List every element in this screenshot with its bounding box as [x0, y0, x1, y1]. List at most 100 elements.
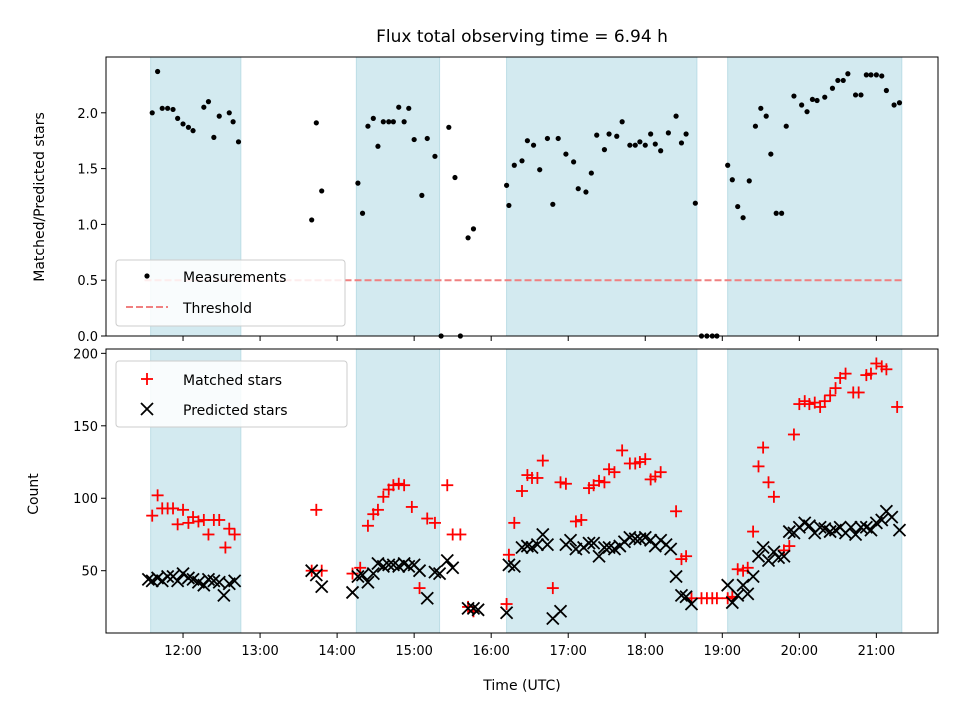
p1-y-axis-label: Matched/Predicted stars: [32, 112, 48, 282]
measurement-point: [365, 123, 371, 129]
predicted-stars-point: [756, 540, 770, 555]
p2-legend-label-matched: Matched stars: [183, 373, 282, 389]
p1-observing-window-2: [506, 56, 698, 337]
predicted-stars-point: [345, 585, 360, 600]
matched-stars-point: [536, 454, 549, 467]
predicted-stars-point: [721, 578, 735, 592]
predicted-stars-point: [885, 510, 899, 524]
matched-stars-point: [213, 513, 226, 526]
measurement-point: [155, 68, 161, 75]
matched-stars-point: [762, 476, 775, 489]
predicted-stars-point: [802, 519, 816, 533]
x-axis-label: Time (UTC): [482, 678, 560, 694]
p2-y-axis-label: Count: [26, 473, 42, 515]
measurement-point: [758, 105, 764, 111]
predicted-stars-point: [587, 536, 601, 550]
measurement-point: [822, 94, 828, 100]
measurement-point: [594, 132, 600, 138]
predicted-stars-point: [679, 590, 693, 604]
measurement-point: [740, 215, 746, 221]
measurement-point: [678, 140, 685, 146]
measurement-point: [359, 210, 366, 216]
measurement-point: [185, 124, 192, 130]
p1-legend-box: [115, 259, 346, 327]
matched-stars-point: [710, 592, 723, 605]
predicted-stars-point: [540, 537, 555, 552]
measurement-point: [896, 100, 903, 106]
measurement-point: [211, 134, 217, 140]
xtick-label: 12:00: [164, 644, 201, 659]
predicted-stars-point: [420, 591, 434, 605]
matched-stars-point: [502, 548, 515, 561]
measurement-point: [165, 105, 171, 111]
matched-stars-point: [870, 357, 883, 370]
matched-stars-point: [421, 512, 434, 525]
measurement-point: [752, 123, 759, 129]
predicted-stars-point: [466, 601, 481, 616]
matched-stars-point: [757, 441, 770, 454]
predicted-stars-point: [782, 524, 796, 539]
measurement-point: [511, 162, 517, 168]
matched-stars-point: [202, 528, 215, 541]
measurement-point: [190, 128, 196, 134]
matched-stars-point: [167, 502, 180, 515]
matched-stars-point: [767, 490, 780, 503]
chart-title: Flux total observing time = 6.94 h: [376, 27, 668, 47]
xtick-label: 15:00: [395, 644, 432, 659]
measurement-point: [852, 92, 859, 98]
matched-stars-point: [405, 500, 418, 513]
measurement-point: [606, 131, 612, 137]
matched-stars-point: [793, 398, 806, 411]
predicted-stars-point: [582, 536, 596, 550]
p1-series-measurements: [149, 68, 903, 339]
measurement-point: [632, 142, 638, 148]
p1-legend-marker-measurements: [144, 273, 150, 279]
measurement-point: [503, 182, 510, 188]
measurement-point: [411, 136, 417, 143]
measurement-point: [432, 153, 438, 159]
p1-x-ticks: [182, 336, 877, 341]
predicted-stars-point: [674, 588, 689, 602]
predicted-stars-point: [892, 523, 907, 537]
measurement-point: [835, 77, 841, 84]
measurement-point: [205, 99, 212, 105]
xtick-label: 20:00: [781, 644, 818, 659]
p1-frame: [105, 56, 939, 337]
measurement-point: [386, 119, 392, 125]
xtick-label: 21:00: [858, 644, 895, 659]
predicted-stars-point: [844, 520, 858, 534]
predicted-stars-point: [507, 559, 521, 573]
p1-measurements-points: [149, 68, 903, 339]
p2-legend: Matched stars Predicted stars: [115, 360, 348, 428]
measurement-point: [537, 167, 543, 173]
measurement-point: [235, 139, 242, 145]
p2-ytick-label: 100: [73, 492, 98, 507]
predicted-stars-point: [848, 527, 863, 542]
measurement-point: [873, 72, 879, 78]
measurement-point: [814, 97, 820, 104]
p1-legend: Measurements Threshold: [115, 259, 346, 327]
matched-stars-point: [192, 515, 205, 528]
matched-stars-point: [531, 471, 544, 484]
measurement-point: [519, 158, 525, 164]
matched-stars-point: [554, 476, 567, 489]
predicted-stars-point: [428, 565, 442, 579]
matched-stars-point: [593, 474, 606, 487]
matched-stars-point: [559, 477, 572, 490]
predicted-stars-point: [746, 569, 760, 584]
measurement-point: [230, 119, 236, 125]
measurement-point: [692, 200, 698, 206]
measurement-point: [773, 210, 779, 216]
measurement-point: [149, 110, 155, 116]
matched-stars-point: [824, 389, 837, 402]
measurement-point: [648, 131, 654, 137]
predicted-stars-point: [315, 579, 329, 594]
measurement-point: [550, 201, 556, 207]
predicted-stars-point: [592, 549, 606, 563]
measurement-point: [791, 93, 797, 99]
predicted-stars-point: [777, 549, 791, 563]
matched-stars-point: [639, 453, 652, 466]
measurement-point: [530, 142, 537, 148]
measurement-point: [658, 148, 664, 154]
matched-stars-point: [880, 363, 893, 376]
